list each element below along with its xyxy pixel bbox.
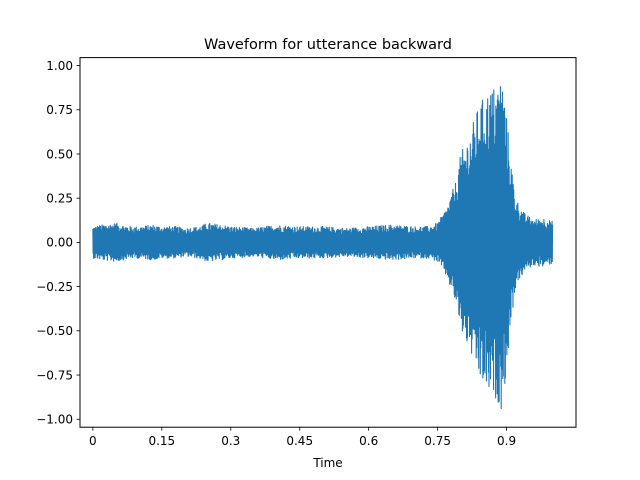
y-tick-label: −1.00 xyxy=(36,413,73,427)
x-tick-label: 0.9 xyxy=(497,434,516,448)
y-tick-label: 0.25 xyxy=(46,191,73,205)
chart-title: Waveform for utterance backward xyxy=(204,37,452,53)
plot-area xyxy=(92,86,554,410)
y-tick-label: −0.75 xyxy=(36,368,73,382)
y-tick-label: 0.00 xyxy=(46,236,73,250)
x-tick-label: 0.15 xyxy=(148,434,175,448)
x-tick-label: 0.75 xyxy=(424,434,451,448)
y-axis: 1.00 0.75 0.50 0.25 0.00 −0.25 −0.50 −0.75 −1.00 xyxy=(36,59,80,427)
y-tick-label: 0.75 xyxy=(46,103,73,117)
y-tick-label: 1.00 xyxy=(46,59,73,73)
x-axis-title: Time xyxy=(312,456,342,470)
y-tick-label: 0.50 xyxy=(46,147,73,161)
x-tick-label: 0 xyxy=(89,434,97,448)
waveform-series xyxy=(92,86,554,410)
y-tick-label: −0.25 xyxy=(36,280,73,294)
y-tick-label: −0.50 xyxy=(36,324,73,338)
x-axis: 0 0.15 0.3 0.45 0.6 0.75 0.9 xyxy=(89,427,516,448)
x-tick-label: 0.3 xyxy=(221,434,240,448)
x-tick-label: 0.6 xyxy=(359,434,378,448)
x-tick-label: 0.45 xyxy=(286,434,313,448)
